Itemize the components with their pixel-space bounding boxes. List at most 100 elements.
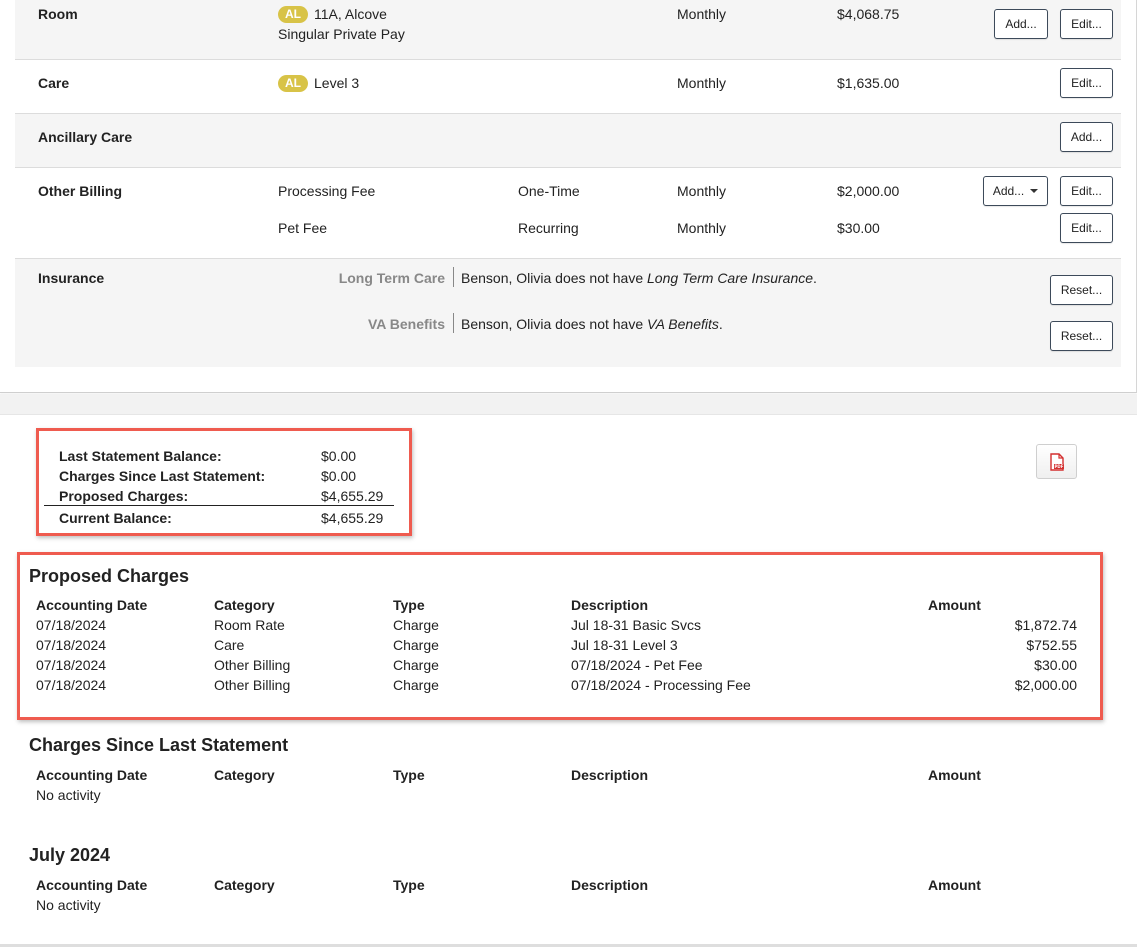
cell-category: Other Billing	[214, 657, 291, 673]
cell-type: Charge	[393, 637, 439, 653]
level-badge: AL	[278, 75, 308, 92]
processing-fee-edit-button[interactable]: Edit...	[1060, 176, 1113, 206]
summary-label: Charges Since Last Statement:	[59, 468, 266, 484]
charges-since-title: Charges Since Last Statement	[29, 735, 289, 755]
cell-amount: $1,872.74	[1014, 617, 1077, 633]
room-row: Room AL 11A, Alcove Singular Private Pay …	[15, 0, 1121, 60]
col-description: Description	[571, 767, 649, 783]
ancillary-row: Ancillary Care Add...	[15, 114, 1121, 168]
col-type: Type	[393, 877, 425, 893]
ancillary-add-button[interactable]: Add...	[1060, 122, 1113, 152]
summary-value: $4,655.29	[321, 488, 384, 504]
other-item-name: Pet Fee	[278, 220, 328, 236]
cell-date: 07/18/2024	[36, 657, 107, 673]
insurance-type-label: VA Benefits	[367, 316, 445, 332]
cell-description: Jul 18-31 Basic Svcs	[571, 617, 701, 633]
separator	[453, 313, 454, 333]
insurance-type-label: Long Term Care	[338, 270, 445, 286]
cell-category: Care	[214, 637, 245, 653]
balance-summary: Last Statement Balance: $0.00 Charges Si…	[36, 428, 412, 536]
july-2024-title: July 2024	[29, 845, 111, 865]
room-amount: $4,068.75	[837, 6, 900, 22]
cell-date: 07/18/2024	[36, 637, 107, 653]
summary-label: Proposed Charges:	[59, 488, 189, 504]
pdf-download-button[interactable]: PDF	[1036, 444, 1077, 479]
bottom-divider	[0, 944, 1137, 947]
cell-amount: $752.55	[1026, 637, 1077, 653]
col-amount: Amount	[928, 767, 981, 783]
other-billing-row: Other Billing Processing Fee One-Time Mo…	[15, 168, 1121, 259]
empty-state: No activity	[36, 787, 101, 803]
cell-category: Other Billing	[214, 677, 291, 693]
insurance-row: Insurance Long Term Care Benson, Olivia …	[15, 259, 1121, 367]
col-amount: Amount	[928, 597, 981, 613]
cell-date: 07/18/2024	[36, 677, 107, 693]
col-category: Category	[214, 767, 275, 783]
cell-amount: $2,000.00	[1014, 677, 1077, 693]
add-dropdown-label: Add...	[992, 184, 1025, 198]
insurance-label: Insurance	[38, 270, 105, 286]
care-edit-button[interactable]: Edit...	[1060, 68, 1113, 98]
col-amount: Amount	[928, 877, 981, 893]
col-accounting-date: Accounting Date	[36, 767, 148, 783]
room-add-button[interactable]: Add...	[994, 9, 1048, 39]
col-accounting-date: Accounting Date	[36, 597, 148, 613]
ancillary-label: Ancillary Care	[38, 129, 133, 145]
cell-category: Room Rate	[214, 617, 285, 633]
room-rate-type: Singular Private Pay	[278, 26, 405, 42]
insurance-status: Benson, Olivia does not have VA Benefits…	[461, 316, 723, 332]
cell-description: 07/18/2024 - Processing Fee	[571, 677, 751, 693]
cell-type: Charge	[393, 617, 439, 633]
cell-type: Charge	[393, 677, 439, 693]
billing-card: Room AL 11A, Alcove Singular Private Pay …	[0, 0, 1137, 393]
col-description: Description	[571, 877, 649, 893]
proposed-charges-title: Proposed Charges	[29, 566, 190, 586]
cell-date: 07/18/2024	[36, 617, 107, 633]
other-item-amount: $30.00	[837, 220, 880, 236]
other-billing-add-dropdown[interactable]: Add...	[983, 176, 1048, 206]
room-unit: 11A, Alcove	[314, 6, 387, 22]
care-row: Care AL Level 3 Monthly $1,635.00 Edit...	[15, 60, 1121, 114]
care-frequency: Monthly	[677, 75, 727, 91]
other-billing-label: Other Billing	[38, 183, 122, 199]
room-frequency: Monthly	[677, 6, 727, 22]
col-type: Type	[393, 597, 425, 613]
care-amount: $1,635.00	[837, 75, 900, 91]
other-item-type: Recurring	[518, 220, 579, 236]
separator	[453, 267, 454, 287]
other-item-type: One-Time	[518, 183, 580, 199]
col-category: Category	[214, 597, 275, 613]
ltc-reset-button[interactable]: Reset...	[1050, 275, 1113, 305]
care-level: Level 3	[314, 75, 360, 91]
room-edit-button[interactable]: Edit...	[1060, 9, 1113, 39]
summary-label: Last Statement Balance:	[59, 448, 222, 464]
other-item-amount: $2,000.00	[837, 183, 900, 199]
cell-description: Jul 18-31 Level 3	[571, 637, 678, 653]
empty-state: No activity	[36, 897, 101, 913]
svg-text:PDF: PDF	[1054, 464, 1063, 469]
pdf-file-icon: PDF	[1049, 452, 1064, 471]
insurance-status: Benson, Olivia does not have Long Term C…	[461, 270, 817, 286]
current-balance-value: $4,655.29	[321, 510, 384, 526]
caret-down-icon	[1030, 189, 1039, 193]
cell-amount: $30.00	[1034, 657, 1077, 673]
col-category: Category	[214, 877, 275, 893]
level-badge: AL	[278, 6, 308, 23]
section-separator	[0, 394, 1137, 415]
proposed-charges-highlight	[17, 552, 1103, 720]
pet-fee-edit-button[interactable]: Edit...	[1060, 213, 1113, 243]
other-item-name: Processing Fee	[278, 183, 376, 199]
current-balance-label: Current Balance:	[59, 510, 172, 526]
va-reset-button[interactable]: Reset...	[1050, 321, 1113, 351]
cell-description: 07/18/2024 - Pet Fee	[571, 657, 703, 673]
col-description: Description	[571, 597, 649, 613]
summary-value: $0.00	[321, 468, 357, 484]
total-divider	[44, 505, 394, 506]
col-accounting-date: Accounting Date	[36, 877, 148, 893]
care-label: Care	[38, 75, 70, 91]
room-label: Room	[38, 6, 78, 22]
other-item-frequency: Monthly	[677, 183, 727, 199]
summary-value: $0.00	[321, 448, 357, 464]
col-type: Type	[393, 767, 425, 783]
cell-type: Charge	[393, 657, 439, 673]
